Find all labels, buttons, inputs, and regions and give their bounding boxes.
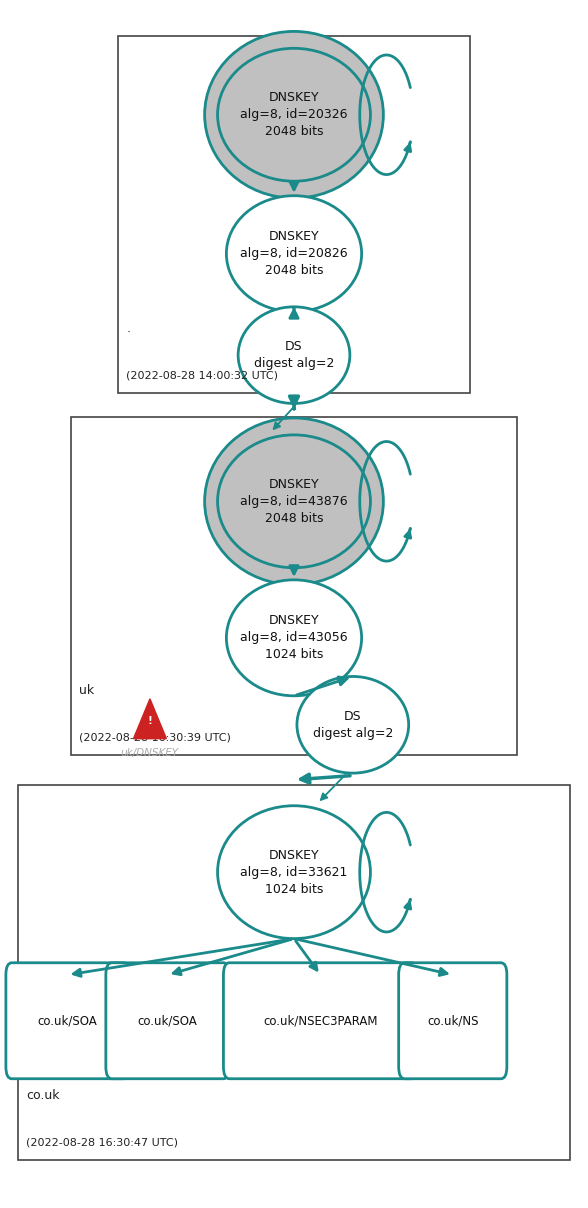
Text: DNSKEY
alg=8, id=33621
1024 bits: DNSKEY alg=8, id=33621 1024 bits — [240, 849, 348, 895]
Ellipse shape — [218, 806, 370, 939]
Polygon shape — [133, 698, 166, 738]
Text: co.uk/NS: co.uk/NS — [427, 1015, 479, 1027]
Text: co.uk/NSEC3PARAM: co.uk/NSEC3PARAM — [263, 1015, 377, 1027]
Ellipse shape — [226, 580, 362, 696]
Text: uk: uk — [79, 684, 95, 697]
Ellipse shape — [205, 31, 383, 198]
Ellipse shape — [297, 676, 409, 773]
Ellipse shape — [218, 48, 370, 181]
FancyBboxPatch shape — [6, 963, 129, 1079]
Text: (2022-08-28 16:30:39 UTC): (2022-08-28 16:30:39 UTC) — [79, 733, 231, 743]
Text: (2022-08-28 14:00:32 UTC): (2022-08-28 14:00:32 UTC) — [126, 371, 279, 381]
Text: uk/DNSKEY: uk/DNSKEY — [121, 748, 179, 759]
Ellipse shape — [226, 196, 362, 312]
Text: DS
digest alg=2: DS digest alg=2 — [313, 710, 393, 739]
Text: !: ! — [148, 716, 152, 726]
FancyBboxPatch shape — [399, 963, 507, 1079]
Text: DNSKEY
alg=8, id=43056
1024 bits: DNSKEY alg=8, id=43056 1024 bits — [240, 615, 348, 661]
FancyBboxPatch shape — [71, 417, 517, 755]
Ellipse shape — [218, 435, 370, 568]
Text: co.uk/SOA: co.uk/SOA — [38, 1015, 98, 1027]
Text: DNSKEY
alg=8, id=20326
2048 bits: DNSKEY alg=8, id=20326 2048 bits — [240, 92, 348, 138]
Text: .: . — [126, 321, 131, 335]
FancyBboxPatch shape — [18, 785, 570, 1160]
Text: DNSKEY
alg=8, id=20826
2048 bits: DNSKEY alg=8, id=20826 2048 bits — [240, 231, 348, 277]
Text: DS
digest alg=2: DS digest alg=2 — [254, 341, 334, 370]
FancyBboxPatch shape — [106, 963, 229, 1079]
Ellipse shape — [238, 307, 350, 403]
Text: co.uk: co.uk — [26, 1088, 60, 1102]
Text: DNSKEY
alg=8, id=43876
2048 bits: DNSKEY alg=8, id=43876 2048 bits — [240, 478, 348, 524]
FancyBboxPatch shape — [223, 963, 417, 1079]
Text: co.uk/SOA: co.uk/SOA — [138, 1015, 198, 1027]
FancyBboxPatch shape — [118, 36, 470, 393]
Text: (2022-08-28 16:30:47 UTC): (2022-08-28 16:30:47 UTC) — [26, 1138, 179, 1148]
Ellipse shape — [205, 418, 383, 585]
